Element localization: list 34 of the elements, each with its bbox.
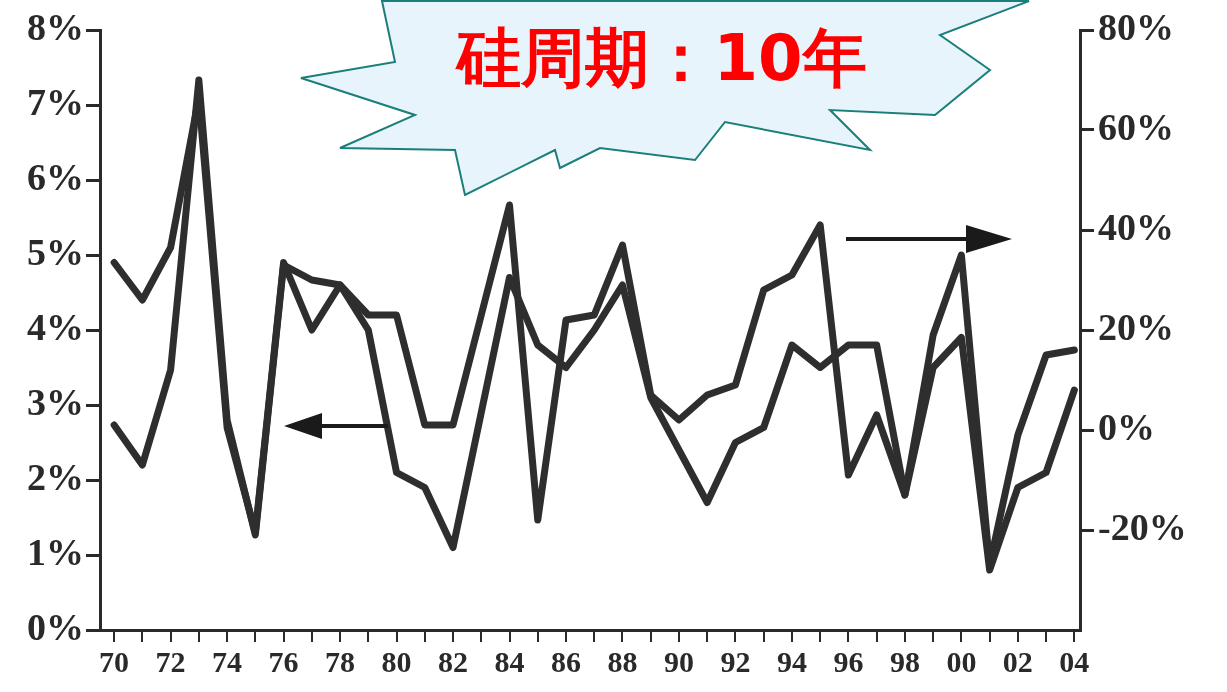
y2-tick-label: 0% — [1098, 405, 1155, 448]
x-tick-label: 98 — [889, 644, 920, 678]
x-tick-label: 86 — [550, 644, 581, 678]
x-tick-label: 78 — [325, 644, 356, 678]
y-tick-label: 8% — [27, 5, 84, 48]
chart-title: 硅周期：10年 — [457, 20, 867, 97]
x-tick-label: 76 — [268, 644, 299, 678]
y-tick-label: 3% — [27, 380, 84, 423]
y-tick-label: 5% — [27, 230, 84, 273]
y-tick-label: 2% — [27, 455, 84, 498]
x-tick-label: 92 — [720, 644, 751, 678]
x-tick-label: 84 — [494, 644, 525, 678]
x-tick-label: 04 — [1059, 644, 1090, 678]
x-tick-label: 94 — [776, 644, 807, 678]
x-tick-label: 70 — [99, 644, 130, 678]
y-tick-label: 1% — [27, 530, 84, 573]
y2-tick-label: -20% — [1098, 505, 1187, 548]
x-tick-label: 82 — [438, 644, 469, 678]
y-tick-label: 0% — [27, 605, 84, 648]
y2-tick-label: 20% — [1098, 305, 1174, 348]
x-tick-label: 88 — [607, 644, 638, 678]
y2-tick-label: 40% — [1098, 205, 1174, 248]
y-tick-label: 6% — [27, 155, 84, 198]
x-tick-label: 96 — [833, 644, 864, 678]
x-tick-label: 90 — [663, 644, 694, 678]
x-tick-label: 72 — [155, 644, 186, 678]
x-tick-label: 02 — [1002, 644, 1033, 678]
y2-tick-label: 60% — [1098, 105, 1174, 148]
x-tick-label: 80 — [381, 644, 412, 678]
x-tick-label: 00 — [946, 644, 977, 678]
y-tick-label: 4% — [27, 305, 84, 348]
x-tick-label: 74 — [212, 644, 243, 678]
y2-tick-label: 80% — [1098, 5, 1174, 48]
y-tick-label: 7% — [27, 80, 84, 123]
